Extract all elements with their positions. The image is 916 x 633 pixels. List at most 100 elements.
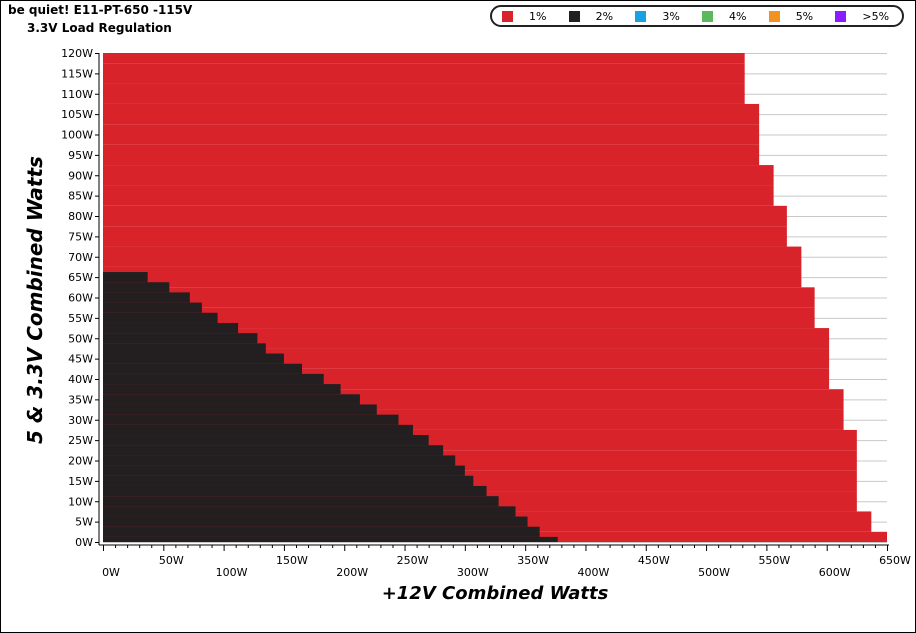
- region-2pct-band: [103, 333, 258, 344]
- y-tick-label: 110W: [61, 88, 93, 101]
- legend-item-2pct: 2%: [568, 9, 636, 23]
- region-2pct-band: [103, 312, 218, 323]
- region-2pct-band: [103, 292, 190, 303]
- region-2pct-band: [103, 322, 239, 334]
- y-tick-label: 20W: [68, 455, 93, 468]
- x-tick-label: 600W: [819, 566, 851, 579]
- y-tick-label: 105W: [61, 108, 93, 121]
- region-2pct-band: [103, 394, 360, 405]
- region-2pct-band: [103, 526, 540, 537]
- x-tick-label: 400W: [578, 566, 610, 579]
- y-tick-label: 25W: [68, 434, 93, 447]
- region-2pct-band: [103, 282, 170, 293]
- region-1pct-band: [103, 226, 787, 247]
- region-1pct-band: [103, 144, 760, 166]
- region-2pct-band: [103, 414, 399, 425]
- region-1pct-band: [103, 185, 774, 206]
- y-axis-label: 5 & 3.3V Combined Watts: [23, 156, 47, 444]
- region-2pct-band: [103, 424, 413, 436]
- axes: 0W 5W 10W 15W 20W 25W 30W 35W 40W 45W 50W 55W 60W 65W…: [61, 47, 911, 579]
- y-tick-label: 70W: [68, 251, 93, 264]
- region-2pct-band: [103, 404, 377, 415]
- legend-label-4pct: 4%: [729, 9, 747, 23]
- x-tick-label: 650W: [879, 554, 911, 567]
- region-2pct-band: [103, 363, 303, 374]
- legend-item-over5pct: >5%: [835, 10, 902, 23]
- region-2pct-band: [103, 435, 429, 446]
- legend-swatch-over5pct: [835, 10, 847, 22]
- y-tick-label: 40W: [68, 373, 93, 386]
- legend-item-4pct: 4%: [702, 10, 769, 23]
- y-tick-label: 0W: [75, 536, 93, 549]
- x-tick-label: 100W: [216, 566, 248, 579]
- y-tick-label: 75W: [68, 230, 93, 243]
- chart-title: be quiet! E11-PT-650 -115V: [8, 3, 193, 17]
- region-1pct-band: [103, 103, 760, 125]
- x-tick-label: 200W: [336, 566, 368, 579]
- region-1pct-band: [103, 53, 745, 64]
- region-2pct-band: [103, 455, 456, 466]
- region-2pct-band: [103, 506, 516, 517]
- y-tick-label: 65W: [68, 271, 93, 284]
- chart-subtitle: 3.3V Load Regulation: [27, 21, 172, 35]
- region-2pct-band: [103, 272, 148, 283]
- region-1pct-band: [103, 83, 745, 104]
- x-tick-label: 500W: [698, 566, 730, 579]
- legend-swatch-1pct: [502, 10, 513, 22]
- region-2pct-band: [103, 516, 528, 527]
- region-2pct-band: [103, 302, 202, 313]
- legend-label-2pct: 2%: [595, 9, 614, 23]
- y-tick-label: 100W: [61, 129, 93, 142]
- region-2pct-band: [103, 384, 341, 395]
- legend-label-3pct: 3%: [662, 9, 680, 23]
- region-1pct-band: [103, 246, 802, 267]
- y-tick-label: 5W: [75, 516, 93, 529]
- legend-swatch-5pct: [768, 10, 780, 22]
- x-tick-label: 450W: [638, 554, 670, 567]
- region-2pct-band: [103, 353, 284, 364]
- region-1pct-band: [103, 266, 802, 288]
- region-1pct-band: [103, 328, 830, 349]
- region-2pct-band: [103, 373, 324, 385]
- legend-swatch-2pct: [568, 10, 580, 22]
- y-tick-label: 120W: [61, 47, 93, 60]
- legend-label-1pct: 1%: [529, 9, 547, 23]
- region-2pct-band: [103, 536, 558, 542]
- y-tick-label: 45W: [68, 353, 93, 366]
- legend-label-over5pct: >5%: [862, 9, 890, 23]
- x-tick-label: 0W: [102, 566, 120, 579]
- regions: [103, 53, 887, 542]
- x-axis-label: +12V Combined Watts: [381, 583, 609, 604]
- region-2pct-band: [103, 485, 487, 497]
- region-1pct-band: [103, 205, 787, 227]
- region-2pct-band: [103, 445, 444, 456]
- y-tick-label: 50W: [68, 332, 93, 345]
- y-tick-label: 95W: [68, 149, 93, 162]
- legend-label-5pct: 5%: [795, 9, 814, 23]
- x-tick-label: 350W: [517, 554, 549, 567]
- region-1pct-band: [103, 124, 760, 145]
- region-1pct-band: [103, 287, 815, 308]
- y-tick-label: 90W: [68, 169, 93, 182]
- region-1pct-band: [103, 165, 774, 186]
- x-tick-label: 150W: [276, 554, 308, 567]
- y-tick-label: 115W: [61, 67, 93, 80]
- x-tick-label: 300W: [457, 566, 489, 579]
- region-1pct-band: [103, 63, 745, 84]
- x-tick-label: 550W: [758, 554, 790, 567]
- y-tick-label: 55W: [68, 312, 93, 325]
- legend-swatch-3pct: [635, 10, 647, 22]
- legend-item-3pct: 3%: [635, 10, 702, 23]
- y-tick-label: 35W: [68, 393, 93, 406]
- region-2pct-band: [103, 475, 474, 486]
- legend-item-1pct: 1%: [502, 10, 569, 23]
- region-2pct-band: [103, 465, 465, 476]
- region-2pct-band: [103, 496, 499, 507]
- y-tick-label: 60W: [68, 292, 93, 305]
- region-2pct-band: [103, 343, 266, 354]
- y-tick-label: 80W: [68, 210, 93, 223]
- legend: 1% 2% 3% 4% 5% >5%: [490, 5, 904, 27]
- x-tick-label: 250W: [397, 554, 429, 567]
- legend-item-5pct: 5%: [768, 9, 836, 23]
